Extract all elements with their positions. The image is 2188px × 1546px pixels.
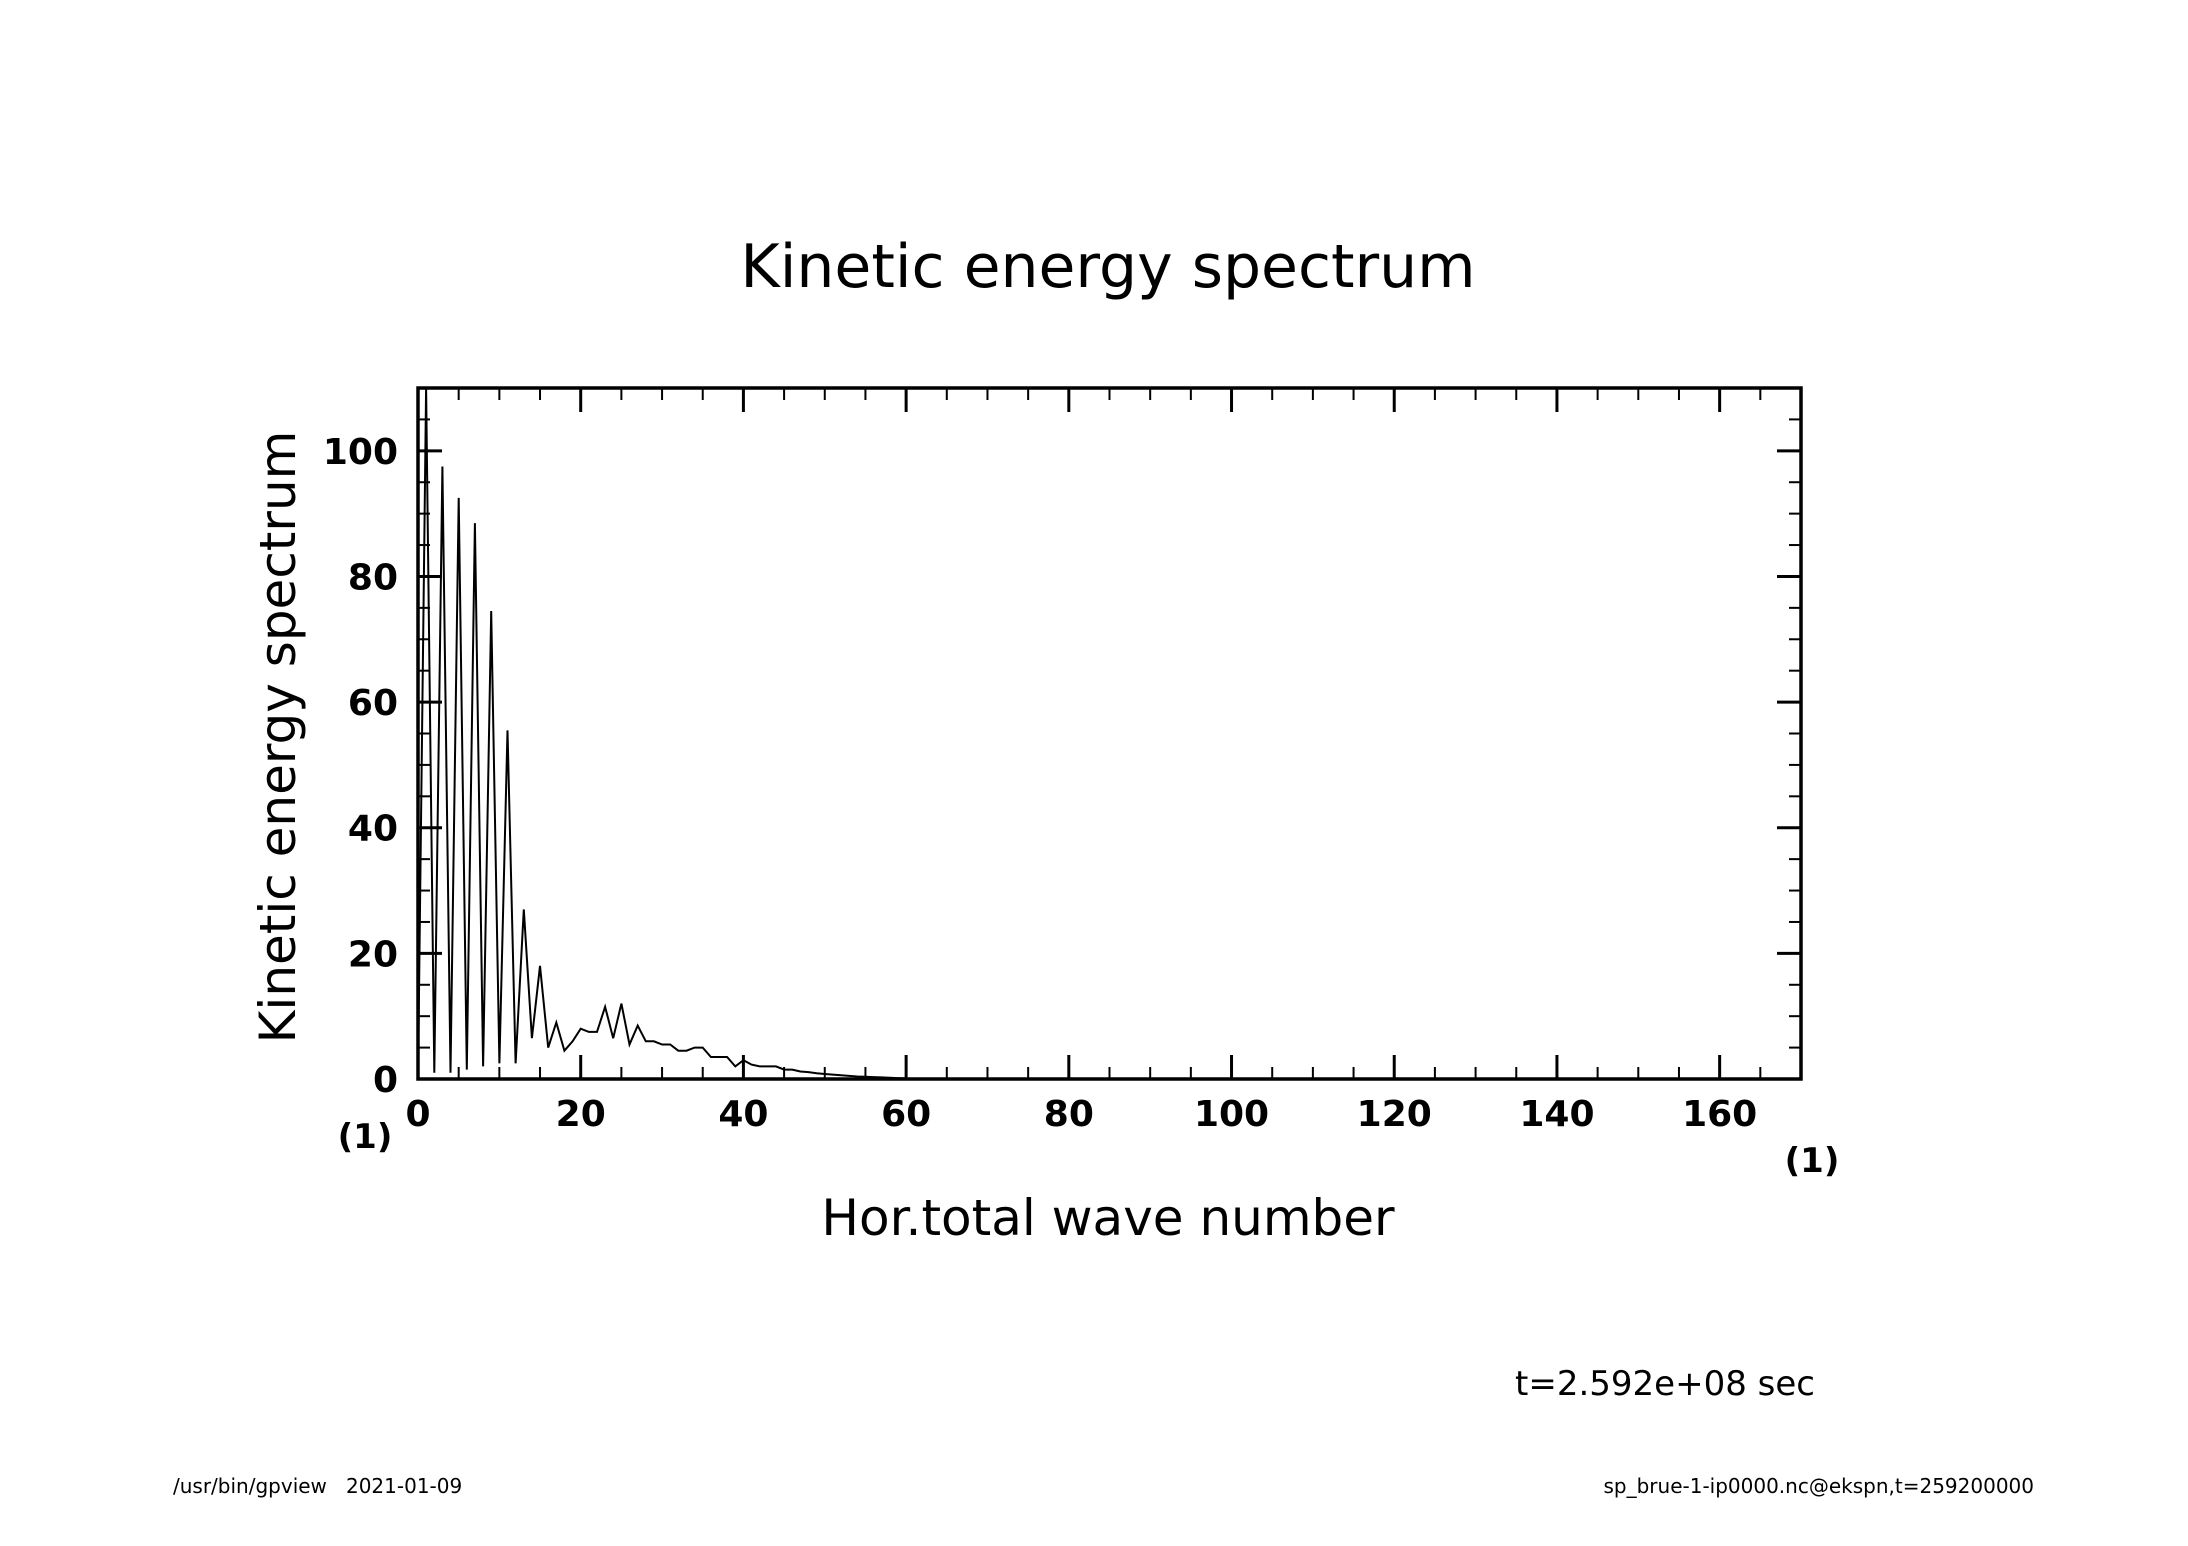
y-axis-label: Kinetic energy spectrum [249, 431, 307, 1044]
y-tick-label: 100 [323, 432, 398, 473]
x-tick-label: 20 [556, 1094, 606, 1135]
plot-frame [416, 386, 1803, 1081]
y-tick-label: 80 [348, 557, 398, 598]
time-annotation: t=2.592e+08 sec [1515, 1364, 1815, 1404]
x-tick-label: 40 [718, 1094, 768, 1135]
footer-left: /usr/bin/gpview 2021-01-09 [173, 1474, 463, 1498]
y-tick-label: 0 [373, 1060, 398, 1101]
x-tick-label: 120 [1357, 1094, 1432, 1135]
y-tick-label: 60 [348, 683, 398, 724]
y-unit-label: (1) [338, 1117, 393, 1157]
x-tick-label: 160 [1682, 1094, 1757, 1135]
y-tick-label: 20 [348, 934, 398, 975]
axes: 0 20 40 60 80 100 120 140 160 0 20 40 60 80 100 [323, 386, 1803, 1135]
series-line [417, 387, 1793, 1080]
chart-title: Kinetic energy spectrum [740, 232, 1475, 302]
x-tick-label: 100 [1194, 1094, 1269, 1135]
x-unit-label: (1) [1785, 1141, 1840, 1181]
x-tick-label: 140 [1519, 1094, 1594, 1135]
x-tick-label: 0 [405, 1094, 430, 1135]
x-tick-label: 80 [1044, 1094, 1094, 1135]
y-tick-label: 40 [348, 809, 398, 850]
x-axis-label: Hor.total wave number [821, 1189, 1395, 1247]
x-tick-label: 60 [881, 1094, 931, 1135]
footer-right: sp_brue-1-ip0000.nc@ekspn,t=259200000 [1603, 1474, 2034, 1498]
